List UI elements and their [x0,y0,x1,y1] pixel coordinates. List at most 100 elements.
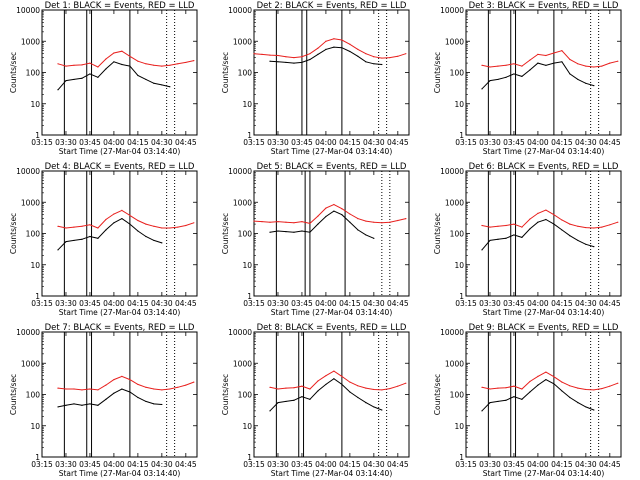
point-lld [505,224,507,227]
point-lld [381,222,383,224]
x-tick-label: 03:30 [479,299,501,308]
point-events [521,236,523,239]
panel-title: Det 8: BLACK = Events, RED = LLD [257,323,407,333]
point-events [277,402,279,404]
point-lld [513,385,515,387]
point-events [137,396,139,399]
x-tick-label: 03:30 [267,460,289,469]
point-lld [349,381,351,383]
point-lld [405,382,407,384]
point-lld [153,64,155,66]
point-lld [537,212,539,214]
point-lld [601,65,603,67]
point-events [381,409,383,411]
point-events [537,384,539,386]
point-lld [545,54,547,57]
point-events [553,62,555,64]
point-events [561,229,563,231]
point-events [593,409,595,411]
y-tick-label: 10 [454,261,464,270]
point-lld [349,213,351,215]
x-axis-label: Start Time (27-Mar-04 03:14:40) [59,469,181,478]
point-events [497,238,499,240]
plot-frame [41,170,198,297]
point-lld [373,56,375,58]
point-events [333,46,335,48]
x-tick-label: 04:00 [527,460,549,469]
x-tick-label: 04:15 [127,299,149,308]
point-lld [97,227,99,229]
point-lld [365,53,367,55]
point-events [269,60,271,62]
x-tick-label: 03:30 [267,299,289,308]
point-lld [185,384,187,386]
point-lld [261,221,263,223]
point-lld [405,53,407,55]
y-tick-label: 100 [238,391,253,400]
x-tick-label: 03:30 [55,460,77,469]
y-tick-label: 1000 [21,359,40,368]
point-lld [97,389,99,391]
point-lld [317,380,319,382]
y-tick-label: 10000 [440,167,464,176]
point-lld [269,54,271,56]
point-lld [121,209,123,211]
point-lld [193,222,195,224]
series-lld [57,209,194,229]
x-tick-label: 03:45 [503,299,525,308]
point-events [285,231,287,233]
point-events [593,246,595,248]
point-lld [609,224,611,226]
point-events [57,406,59,408]
y-tick-label: 1000 [21,198,40,207]
y-tick-label: 1 [247,292,252,301]
series-lld [269,370,406,391]
point-lld [497,225,499,227]
point-lld [561,219,563,221]
point-lld [317,215,319,217]
point-events [497,400,499,403]
plot-frame [253,170,410,297]
point-lld [341,39,343,41]
plot-frame [41,331,198,458]
point-events [505,399,507,401]
point-lld [357,48,359,50]
point-lld [97,66,99,68]
point-lld [481,386,483,388]
x-axis-label: Start Time (27-Mar-04 03:14:40) [59,147,181,156]
point-lld [585,388,587,391]
point-events [349,391,351,393]
x-tick-label: 04:15 [127,460,149,469]
x-tick-label: 03:15 [31,460,53,469]
point-lld [153,388,155,390]
point-events [341,214,343,216]
point-events [373,406,375,408]
point-events [593,85,595,87]
point-events [269,410,271,412]
point-lld [577,225,579,227]
x-tick-label: 04:15 [339,299,361,308]
x-tick-label: 03:15 [455,138,477,147]
point-events [113,222,115,224]
point-lld [89,388,91,390]
point-lld [529,380,531,383]
y-tick-label: 1000 [233,359,252,368]
point-lld [537,375,539,377]
point-events [293,62,295,64]
detector-panel-2: Det 2: BLACK = Events, RED = LLD 1 10 100 10… [221,1,410,156]
x-tick-label: 04:00 [103,138,125,147]
point-lld [261,53,263,55]
point-lld [513,223,515,225]
panel-title: Det 6: BLACK = Events, RED = LLD [469,162,619,172]
point-lld [489,66,491,68]
point-events [545,378,547,381]
y-tick-label: 1 [35,453,40,462]
point-lld [601,226,603,228]
point-events [333,210,335,212]
x-axis-label: Start Time (27-Mar-04 03:14:40) [483,308,605,317]
point-lld [585,226,587,229]
point-events [513,73,515,75]
point-lld [545,371,547,373]
point-lld [57,387,59,389]
x-tick-label: 04:45 [387,299,409,308]
